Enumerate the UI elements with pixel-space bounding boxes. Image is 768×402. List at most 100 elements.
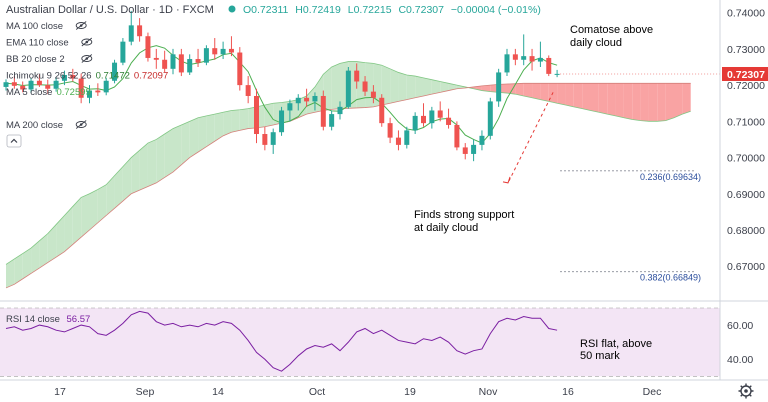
cloud-segment bbox=[231, 109, 240, 133]
candle-body bbox=[312, 95, 318, 102]
candle-body bbox=[379, 97, 385, 124]
candle-body bbox=[170, 54, 176, 69]
cloud-segment bbox=[6, 258, 15, 288]
indicator-row: MA 200 close bbox=[6, 120, 63, 131]
cloud-segment bbox=[14, 253, 23, 285]
ohlc-change: −0.00004 (−0.01%) bbox=[451, 4, 541, 16]
candle-body bbox=[412, 115, 418, 131]
rsi-label: RSI 14 close bbox=[6, 314, 60, 325]
market-status-dot bbox=[228, 5, 236, 13]
eye-off-icon[interactable] bbox=[75, 120, 87, 129]
x-tick-label: 16 bbox=[562, 386, 574, 398]
indicator-value: 0.72599 bbox=[56, 87, 90, 98]
candle-body bbox=[337, 106, 343, 115]
cloud-segment bbox=[415, 76, 424, 98]
annotation-rsi-line2: 50 mark bbox=[580, 350, 620, 362]
cloud-segment bbox=[22, 248, 32, 279]
cloud-segment bbox=[139, 143, 148, 191]
price-tag-label: 0.72307 bbox=[727, 69, 765, 81]
x-tick-label: Sep bbox=[136, 386, 155, 398]
candle-body bbox=[128, 25, 134, 42]
symbol-title: Australian Dollar / U.S. Dollar · 1D · F… bbox=[6, 4, 214, 16]
cloud-segment bbox=[147, 139, 157, 187]
cloud-segment bbox=[390, 68, 399, 104]
candle-body bbox=[187, 59, 193, 73]
indicator-label: BB 20 close 2 bbox=[6, 54, 65, 65]
candle-body bbox=[87, 90, 92, 98]
y-tick-label: 0.74000 bbox=[727, 8, 765, 20]
y-tick-label: 0.68000 bbox=[727, 225, 765, 237]
cloud-segment bbox=[481, 85, 491, 92]
cloud-segment bbox=[657, 83, 666, 122]
candle-body bbox=[145, 36, 151, 58]
indicator-label: MA 5 close bbox=[6, 87, 52, 98]
candle-body bbox=[487, 101, 493, 136]
candle-body bbox=[329, 114, 335, 127]
candle-body bbox=[504, 54, 510, 73]
cloud-segment bbox=[540, 83, 549, 102]
x-tick-label: 17 bbox=[54, 386, 66, 398]
cloud-segment bbox=[598, 83, 608, 115]
candle-body bbox=[437, 110, 443, 118]
indicator-row: BB 20 close 2 bbox=[6, 54, 65, 65]
candle-body bbox=[496, 72, 502, 102]
candle-body bbox=[153, 57, 159, 60]
ohlc-close: C0.72307 bbox=[398, 4, 444, 16]
cloud-segment bbox=[573, 83, 583, 109]
cloud-segment bbox=[173, 124, 182, 173]
x-tick-label: 14 bbox=[212, 386, 224, 398]
cloud-segment bbox=[239, 108, 249, 131]
cloud-segment bbox=[214, 112, 224, 142]
ohlc-low: L0.72215 bbox=[348, 4, 392, 16]
cloud-segment bbox=[632, 83, 641, 121]
indicator-label: Ichimoku 9 26 52 26 bbox=[6, 71, 92, 82]
cloud-segment bbox=[131, 150, 140, 194]
cloud-segment bbox=[557, 83, 566, 106]
candle-body bbox=[421, 115, 426, 124]
cloud-segment bbox=[72, 197, 82, 245]
ohlc-open: O0.72311 bbox=[243, 4, 289, 16]
candle-body bbox=[120, 41, 126, 63]
candle-body bbox=[370, 91, 376, 98]
candle-body bbox=[95, 90, 101, 93]
y-tick-label: 0.73000 bbox=[727, 44, 765, 56]
cloud-segment bbox=[398, 72, 407, 102]
candle-body bbox=[295, 97, 301, 104]
candle-body bbox=[70, 74, 76, 79]
annotation-comatose-line1: Comatose above bbox=[570, 24, 653, 36]
candle-body bbox=[36, 80, 42, 86]
candle-body bbox=[354, 70, 360, 82]
eye-off-icon[interactable] bbox=[81, 37, 93, 47]
cloud-segment bbox=[431, 79, 441, 95]
candle-body bbox=[11, 82, 17, 86]
gear-icon[interactable] bbox=[738, 383, 754, 399]
indicator-label: MA 200 close bbox=[6, 120, 63, 131]
cloud-segment bbox=[206, 114, 215, 147]
annotation-support-line2: at daily cloud bbox=[414, 222, 478, 234]
candle-body bbox=[270, 132, 276, 145]
rsi-y-tick-label: 60.00 bbox=[727, 320, 753, 332]
eye-off-icon[interactable] bbox=[75, 21, 87, 30]
eye-off-icon[interactable] bbox=[81, 54, 93, 63]
candle-body bbox=[262, 134, 268, 145]
cloud-segment bbox=[615, 83, 624, 118]
candle-body bbox=[245, 85, 251, 96]
indicator-value: 0.71472 bbox=[96, 71, 130, 82]
candle-body bbox=[287, 103, 293, 111]
svg-text:O0.72311 H0.72419 L0.7: O0.72311 H0.72419 L0.72215 C0.72307 −0.0… bbox=[243, 4, 541, 16]
candle-body bbox=[429, 110, 435, 124]
cloud-segment bbox=[156, 134, 165, 183]
cloud-segment bbox=[56, 215, 65, 258]
cloud-segment bbox=[507, 83, 516, 95]
support-arrow-head bbox=[502, 176, 511, 184]
cloud-segment bbox=[640, 83, 649, 122]
cloud-segment bbox=[47, 224, 57, 263]
cloud-segment bbox=[674, 83, 683, 118]
indicator-value-2: 0.72097 bbox=[134, 71, 168, 82]
chevron-up-icon[interactable] bbox=[6, 134, 22, 148]
candle-body bbox=[61, 74, 67, 81]
cloud-segment bbox=[448, 83, 457, 91]
price-tag bbox=[722, 66, 768, 81]
